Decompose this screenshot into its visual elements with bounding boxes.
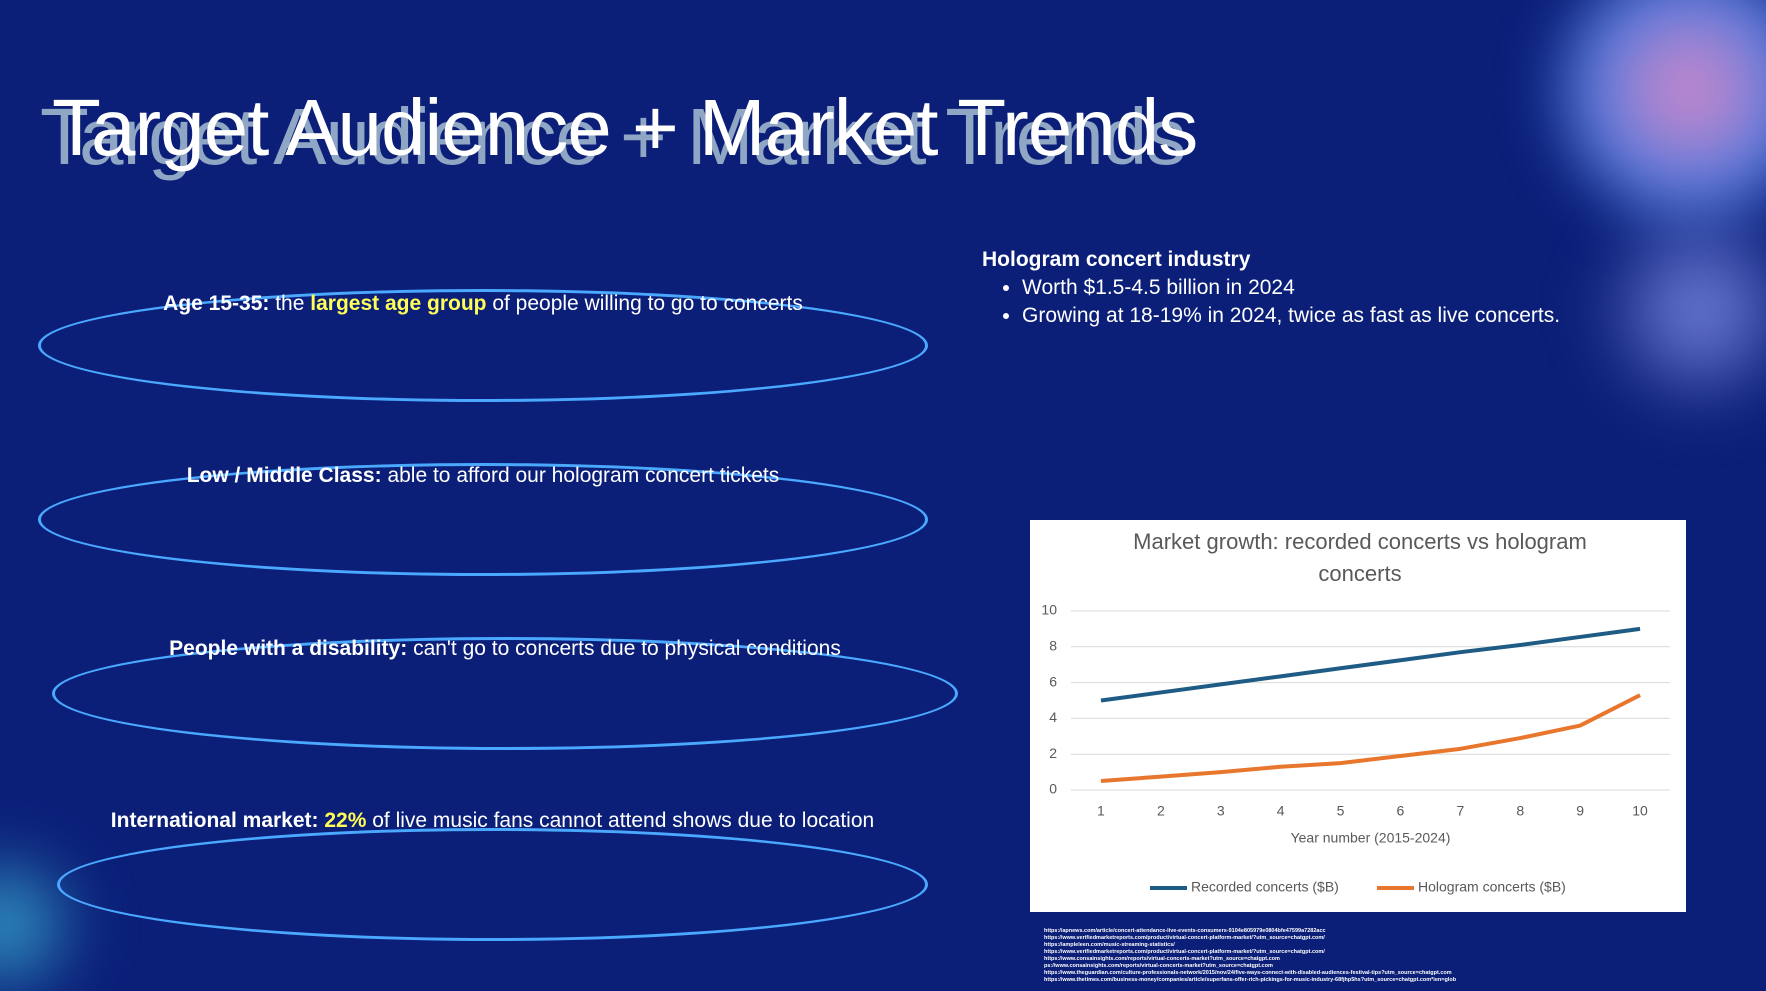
title-shadow: Target Audience + Market Trends <box>40 92 1186 181</box>
audience-text: People with a disability: can't go to co… <box>52 630 958 667</box>
x-axis-label: Year number (2015-2024) <box>1291 830 1451 846</box>
legend-label: Hologram concerts ($B) <box>1418 879 1566 895</box>
oval <box>57 828 928 941</box>
text: of people willing to go to concerts <box>492 292 803 315</box>
label: International market: <box>110 809 319 832</box>
audience-text: Age 15-35: the largest age group of peop… <box>38 285 928 322</box>
line-series <box>1100 626 1641 703</box>
audience-text: International market: 22% of live music … <box>70 802 915 839</box>
title: Target Audience + Market Trends <box>52 83 1198 172</box>
source-link: ps://www.consainsights.com/reports/virtu… <box>1044 963 1273 969</box>
chart-title: Market growth: recorded concerts vs holo… <box>1133 529 1587 586</box>
x-tick-label: 6 <box>1397 803 1405 819</box>
audience-text: Low / Middle Class: able to afford our h… <box>38 457 928 494</box>
label: Low / Middle Class: <box>186 464 382 487</box>
x-tick-label: 3 <box>1217 803 1225 819</box>
decor-blob <box>1590 200 1766 420</box>
source-link: https://apnews.com/article/concert-atten… <box>1044 928 1326 934</box>
x-tick-label: 8 <box>1516 803 1524 819</box>
text: can't go to concerts due to physical con… <box>413 637 841 660</box>
x-tick-label: 4 <box>1277 803 1285 819</box>
highlight: 22% <box>324 809 367 832</box>
text: able to afford our hologram concert tick… <box>387 464 780 487</box>
y-tick-label: 10 <box>1041 602 1057 618</box>
bullet-list: Worth $1.5-4.5 billion in 2024 Growing a… <box>982 274 1560 330</box>
y-tick-label: 6 <box>1049 673 1057 689</box>
x-tick-label: 5 <box>1337 803 1345 819</box>
x-tick-label: 7 <box>1456 803 1464 819</box>
x-tick-label: 10 <box>1632 803 1648 819</box>
source-link: https://ampleleen.com/music-streaming-st… <box>1044 942 1175 948</box>
bullet: Worth $1.5-4.5 billion in 2024 <box>1022 274 1560 302</box>
source-link: https://www.verifiedmarketreports.com/pr… <box>1044 935 1325 941</box>
y-tick-label: 0 <box>1049 781 1057 797</box>
y-tick-label: 2 <box>1049 745 1057 761</box>
text: the <box>275 292 305 315</box>
legend-label: Recorded concerts ($B) <box>1191 879 1339 895</box>
y-tick-label: 4 <box>1049 709 1057 725</box>
source-link: https://www.consainsights.com/reports/vi… <box>1044 956 1280 962</box>
bullet: Growing at 18-19% in 2024, twice as fast… <box>1022 302 1560 330</box>
oval <box>38 289 928 402</box>
x-tick-label: 9 <box>1576 803 1584 819</box>
x-tick-label: 1 <box>1097 803 1105 819</box>
label: Age 15-35: <box>163 292 270 315</box>
line-series <box>1100 693 1641 784</box>
x-tick-label: 2 <box>1157 803 1165 819</box>
oval <box>38 463 928 576</box>
industry-block: Hologram concert industry Worth $1.5-4.5… <box>982 246 1560 330</box>
highlight: largest age group <box>310 292 487 315</box>
y-tick-label: 8 <box>1049 638 1057 654</box>
source-link: https://www.theguardian.com/culture-prof… <box>1044 970 1452 976</box>
chart-area <box>1030 520 1686 912</box>
heading: Hologram concert industry <box>982 248 1251 271</box>
source-link: https://www.verifiedmarketreports.com/pr… <box>1044 949 1325 955</box>
sources: https://apnews.com/article/concert-atten… <box>1044 928 1456 984</box>
text: of live music fans cannot attend shows d… <box>372 809 875 832</box>
label: People with a disability: <box>169 637 408 660</box>
oval <box>52 637 958 750</box>
source-link: https://www.thetimes.com/business-money/… <box>1044 977 1457 983</box>
